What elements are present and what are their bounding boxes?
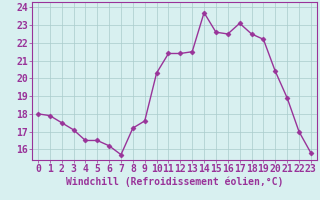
X-axis label: Windchill (Refroidissement éolien,°C): Windchill (Refroidissement éolien,°C) bbox=[66, 177, 283, 187]
